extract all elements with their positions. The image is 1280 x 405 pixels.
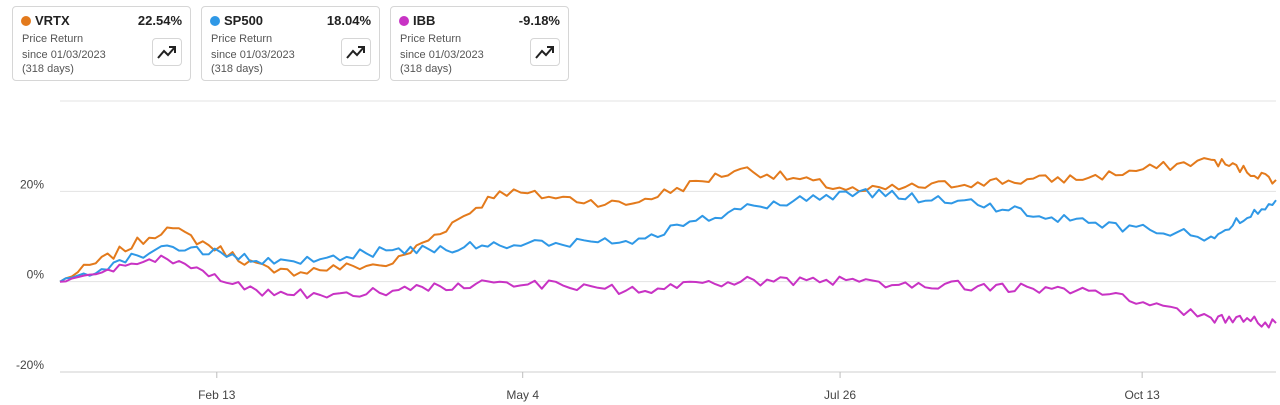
y-tick-label: -20%: [16, 358, 44, 372]
ticker-return: 22.54%: [137, 13, 182, 28]
series-line-ibb: [59, 254, 1277, 329]
since-date: since 01/03/2023: [22, 49, 106, 61]
metric-label: Price Return: [22, 33, 84, 45]
gridlines: [60, 100, 1276, 373]
ticker-symbol: IBB: [413, 13, 436, 28]
x-axis-labels: Feb 13 May 4 Jul 26 Oct 13: [198, 372, 1160, 402]
y-tick-label: 0%: [27, 268, 45, 282]
ticker-return: 18.04%: [326, 13, 371, 28]
trending-up-icon[interactable]: [152, 38, 182, 66]
x-tick-label: Oct 13: [1124, 388, 1160, 402]
metric-label: Price Return: [400, 33, 462, 45]
ticker-card-ibb[interactable]: IBB -9.18% Price Return since 01/03/2023…: [390, 6, 569, 81]
y-axis-labels: 20% 0% -20%: [16, 177, 44, 372]
y-tick-label: 20%: [20, 177, 44, 191]
trending-up-icon[interactable]: [530, 38, 560, 66]
series-lines: [59, 157, 1277, 329]
x-tick-label: May 4: [506, 388, 539, 402]
x-tick-label: Jul 26: [824, 388, 856, 402]
series-color-dot: [21, 16, 31, 26]
ticker-cards: VRTX 22.54% Price Return since 01/03/202…: [12, 6, 569, 81]
day-count: (318 days): [400, 63, 452, 75]
since-date: since 01/03/2023: [400, 49, 484, 61]
x-tick-label: Feb 13: [198, 388, 236, 402]
ticker-return: -9.18%: [518, 13, 560, 28]
series-color-dot: [210, 16, 220, 26]
series-line-sp500: [59, 188, 1277, 283]
ticker-card-vrtx[interactable]: VRTX 22.54% Price Return since 01/03/202…: [12, 6, 191, 81]
ticker-symbol: VRTX: [35, 13, 70, 28]
day-count: (318 days): [211, 63, 263, 75]
ticker-symbol: SP500: [224, 13, 264, 28]
trending-up-icon[interactable]: [341, 38, 371, 66]
series-line-vrtx: [59, 157, 1277, 283]
series-color-dot: [399, 16, 409, 26]
since-date: since 01/03/2023: [211, 49, 295, 61]
day-count: (318 days): [22, 63, 74, 75]
ticker-card-sp500[interactable]: SP500 18.04% Price Return since 01/03/20…: [201, 6, 380, 81]
metric-label: Price Return: [211, 33, 273, 45]
